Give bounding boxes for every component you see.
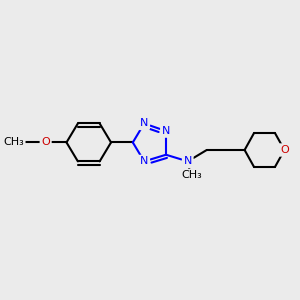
Text: O: O (280, 145, 289, 155)
Text: N: N (162, 126, 170, 136)
Text: N: N (140, 118, 148, 128)
Text: CH₃: CH₃ (3, 137, 24, 147)
Text: O: O (41, 137, 50, 147)
Text: CH₃: CH₃ (181, 170, 202, 180)
Text: N: N (184, 156, 192, 167)
Text: N: N (140, 156, 148, 167)
